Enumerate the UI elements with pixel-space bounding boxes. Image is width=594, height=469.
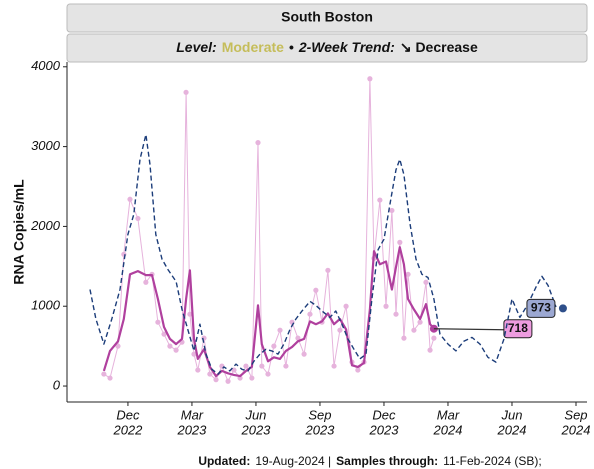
sample-point	[401, 335, 407, 341]
x-tick-label: 2022	[112, 422, 143, 437]
sample-point	[167, 343, 173, 349]
sample-point	[155, 319, 161, 325]
subtitle-part: Moderate	[222, 39, 284, 55]
label-connector	[433, 328, 504, 331]
y-tick-label: 1000	[31, 298, 61, 313]
x-tick-label: Dec	[372, 407, 396, 422]
sample-point	[277, 327, 283, 333]
y-tick-label: 2000	[30, 218, 61, 233]
sample-point	[255, 140, 261, 146]
sample-point	[195, 367, 201, 373]
sample-point	[313, 287, 319, 293]
series-point: 973	[526, 298, 567, 318]
sample-point	[101, 371, 107, 377]
sample-point	[191, 351, 197, 357]
sample-point	[343, 303, 349, 309]
sample-point	[427, 347, 433, 353]
sample-point	[331, 363, 337, 369]
line	[102, 246, 435, 378]
subtitle-strip	[66, 33, 588, 63]
subtitle-part: •	[289, 39, 294, 55]
sample-point	[307, 311, 313, 317]
sample-point	[243, 363, 249, 369]
sample-point	[377, 197, 383, 203]
footer: Updated: 19-Aug-2024 | Samples through: 11-…	[198, 454, 541, 468]
sample-point	[225, 378, 231, 384]
series-dashed	[89, 133, 557, 375]
x-tick-label: 2024	[497, 422, 527, 437]
sample-point	[423, 279, 429, 285]
sample-point	[249, 375, 255, 381]
footer-part: Updated:	[198, 454, 250, 468]
sample-point	[337, 327, 343, 333]
y-tick-label: 3000	[31, 138, 61, 153]
series-samples	[101, 76, 437, 384]
sample-point	[161, 331, 167, 337]
sample-point	[389, 207, 395, 214]
subtitle-part: Level:	[176, 39, 216, 55]
value-label: 718	[508, 321, 528, 335]
x-tick-label: 2023	[240, 422, 271, 437]
sample-point	[135, 215, 141, 222]
sample-point	[397, 239, 403, 245]
x-tick-label: Dec	[116, 407, 140, 422]
sample-point	[107, 375, 113, 381]
y-axis-label: RNA Copies/mL	[11, 179, 27, 285]
x-tick-label: 2023	[304, 422, 335, 437]
sample-point	[207, 371, 213, 377]
sample-point	[367, 76, 373, 82]
x-tick-label: 2024	[561, 422, 591, 437]
sample-point	[417, 319, 423, 325]
x-tick-label: Jun	[500, 407, 522, 422]
chart-subtitle: Level: Moderate • 2-Week Trend: ↘ Decrease	[176, 39, 478, 55]
footer-part: 19-Aug-2024 |	[255, 454, 331, 468]
sample-point	[355, 367, 361, 373]
value-label: 973	[531, 301, 551, 315]
sample-point	[213, 377, 219, 383]
footer-part: 11-Feb-2024 (SB);	[443, 454, 542, 468]
x-tick-label: 2024	[433, 422, 463, 437]
sample-point	[405, 271, 411, 277]
line	[89, 133, 557, 375]
footer-part: Samples through:	[336, 454, 438, 468]
sample-point	[173, 347, 179, 353]
sample-point	[283, 363, 289, 369]
sample-point	[265, 371, 271, 377]
sample-point	[183, 89, 189, 95]
line	[103, 78, 435, 382]
sample-point	[325, 267, 331, 273]
sample-point	[127, 196, 133, 202]
sample-point	[143, 279, 149, 285]
sample-point	[187, 311, 193, 317]
subtitle-part: ↘ Decrease	[400, 39, 478, 55]
x-tick-label: Mar	[181, 407, 204, 422]
value-label-box	[526, 298, 556, 318]
series-smooth: 718	[102, 246, 533, 378]
title-strip	[66, 3, 588, 33]
y-tick-label: 0	[53, 377, 61, 392]
sample-point	[411, 327, 417, 333]
sample-point	[295, 335, 301, 341]
sample-point	[115, 343, 121, 349]
x-tick-label: Sep	[308, 407, 331, 422]
sample-point	[431, 335, 437, 341]
x-tick-label: Sep	[564, 407, 587, 422]
point	[558, 304, 567, 313]
value-label-box	[503, 319, 533, 339]
x-tick-label: Mar	[437, 407, 460, 422]
sample-point	[393, 311, 399, 317]
sample-point	[289, 319, 295, 325]
sample-point	[271, 343, 277, 349]
subtitle-part: 2-Week Trend:	[298, 39, 395, 55]
sample-point	[383, 303, 389, 309]
chart-title: South Boston	[281, 9, 373, 25]
x-tick-label: 2023	[176, 422, 207, 437]
x-tick-label: Jun	[244, 407, 266, 422]
sample-point	[259, 363, 265, 369]
sample-point	[301, 351, 307, 357]
y-tick-label: 4000	[31, 58, 61, 73]
x-tick-label: 2023	[369, 422, 400, 437]
